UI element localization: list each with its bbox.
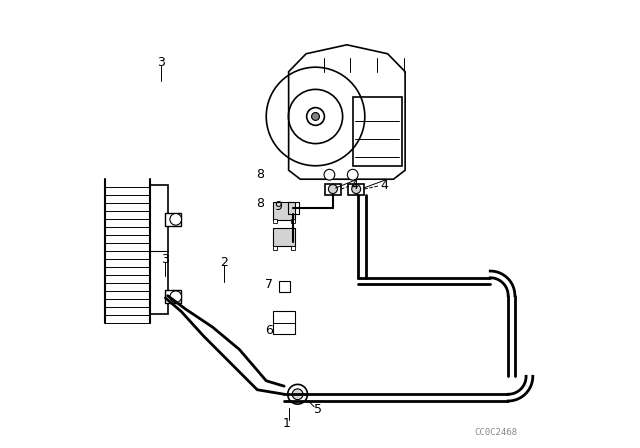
Bar xyxy=(273,228,295,246)
Bar xyxy=(348,184,364,195)
Text: 6: 6 xyxy=(265,324,273,337)
Text: 4: 4 xyxy=(381,179,388,193)
Circle shape xyxy=(288,384,307,404)
Text: 9: 9 xyxy=(274,200,282,214)
Circle shape xyxy=(348,169,358,180)
Circle shape xyxy=(170,214,182,225)
Circle shape xyxy=(324,169,335,180)
Bar xyxy=(165,213,181,226)
Circle shape xyxy=(170,291,182,302)
Bar xyxy=(273,219,277,223)
Text: 1: 1 xyxy=(282,417,291,430)
Bar xyxy=(291,246,295,250)
Text: CC0C2468: CC0C2468 xyxy=(474,428,517,437)
Text: 8: 8 xyxy=(256,197,264,211)
Circle shape xyxy=(312,112,319,121)
Text: 7: 7 xyxy=(265,278,273,291)
Circle shape xyxy=(292,389,303,400)
Bar xyxy=(273,202,295,220)
Bar xyxy=(288,202,299,214)
Bar xyxy=(291,219,295,223)
Text: 5: 5 xyxy=(314,403,322,417)
Text: 8: 8 xyxy=(256,168,264,181)
Circle shape xyxy=(328,185,337,194)
Bar xyxy=(353,97,402,166)
Bar xyxy=(150,185,168,314)
Bar xyxy=(273,246,277,250)
Text: 2: 2 xyxy=(220,255,228,269)
Text: 4: 4 xyxy=(351,179,358,193)
Text: 3: 3 xyxy=(161,253,170,267)
Bar xyxy=(325,184,341,195)
Text: 3: 3 xyxy=(157,56,165,69)
Bar xyxy=(279,281,289,292)
Circle shape xyxy=(352,185,361,194)
Bar xyxy=(165,290,181,303)
Bar xyxy=(273,311,295,334)
